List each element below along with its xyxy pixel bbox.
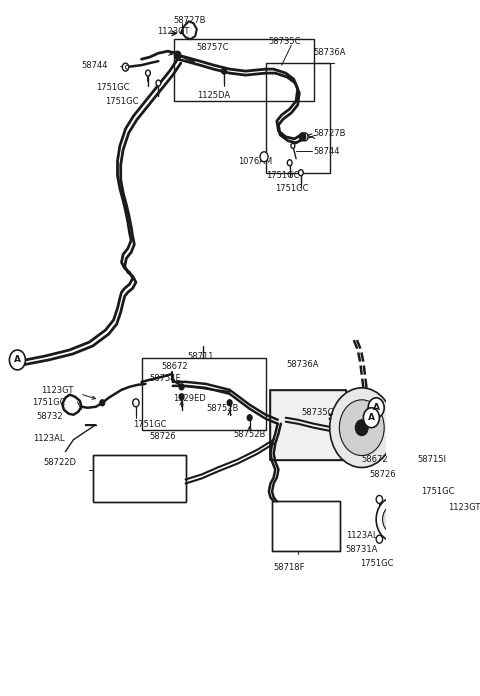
Text: 58718F: 58718F xyxy=(274,563,305,572)
Text: 1751GC: 1751GC xyxy=(360,559,394,568)
Text: 58715I: 58715I xyxy=(418,454,447,464)
Circle shape xyxy=(330,388,394,468)
Circle shape xyxy=(260,152,268,161)
Circle shape xyxy=(403,466,408,473)
Bar xyxy=(174,39,314,101)
Text: 1123GT: 1123GT xyxy=(157,27,190,36)
Text: 1129ED: 1129ED xyxy=(174,394,206,403)
Text: A: A xyxy=(14,356,21,365)
Circle shape xyxy=(174,52,181,59)
Text: 1751GC: 1751GC xyxy=(96,83,130,92)
Text: 58735C: 58735C xyxy=(269,38,301,46)
Circle shape xyxy=(122,63,129,71)
Circle shape xyxy=(133,399,139,406)
Text: 1123GT: 1123GT xyxy=(448,503,480,512)
Circle shape xyxy=(368,398,384,418)
Text: 1751GC: 1751GC xyxy=(32,398,65,406)
Bar xyxy=(272,501,340,551)
Text: 58726: 58726 xyxy=(370,470,396,479)
Circle shape xyxy=(383,505,405,533)
Circle shape xyxy=(299,170,303,175)
Circle shape xyxy=(300,133,306,141)
Bar xyxy=(265,63,330,173)
Text: 1123AL: 1123AL xyxy=(346,531,377,540)
Bar xyxy=(94,454,186,503)
Circle shape xyxy=(156,80,161,86)
Circle shape xyxy=(407,535,413,543)
Circle shape xyxy=(227,400,232,406)
Circle shape xyxy=(376,496,383,503)
Text: 1751GC: 1751GC xyxy=(106,97,139,106)
Circle shape xyxy=(222,68,227,74)
Circle shape xyxy=(145,70,150,76)
Text: 58731A: 58731A xyxy=(346,545,378,554)
Text: 58736A: 58736A xyxy=(287,360,319,369)
Circle shape xyxy=(100,400,105,406)
Text: 58672: 58672 xyxy=(162,362,188,371)
Text: 58722D: 58722D xyxy=(43,457,76,466)
Bar xyxy=(272,501,340,551)
Circle shape xyxy=(291,143,295,148)
Bar xyxy=(94,454,186,503)
Text: 58752B: 58752B xyxy=(206,404,239,413)
Circle shape xyxy=(288,160,292,166)
Text: 58711: 58711 xyxy=(187,352,214,361)
Text: 1751GC: 1751GC xyxy=(421,487,455,496)
Text: 1076AM: 1076AM xyxy=(238,157,272,166)
Circle shape xyxy=(407,496,413,503)
Circle shape xyxy=(125,65,129,69)
Circle shape xyxy=(376,498,411,541)
Text: 58736A: 58736A xyxy=(314,48,346,57)
Circle shape xyxy=(355,420,368,436)
Circle shape xyxy=(339,400,384,456)
Text: 1125DA: 1125DA xyxy=(197,91,230,100)
Circle shape xyxy=(179,384,184,390)
Circle shape xyxy=(391,515,397,523)
Text: 1751GC: 1751GC xyxy=(275,184,309,193)
Text: 58727B: 58727B xyxy=(174,16,206,25)
Text: 58726: 58726 xyxy=(150,432,176,441)
Circle shape xyxy=(247,415,252,420)
Text: 58752B: 58752B xyxy=(234,429,266,438)
Bar xyxy=(394,450,435,464)
Text: 58754E: 58754E xyxy=(150,374,181,383)
Circle shape xyxy=(179,394,184,400)
Bar xyxy=(142,358,265,429)
Text: 1751GC: 1751GC xyxy=(265,171,299,180)
Text: 1751GC: 1751GC xyxy=(133,420,167,429)
Text: A: A xyxy=(372,403,380,412)
Text: 58735C: 58735C xyxy=(302,408,334,417)
Text: 58744: 58744 xyxy=(314,147,340,156)
Bar xyxy=(270,390,346,459)
Circle shape xyxy=(363,408,379,427)
Text: 58727B: 58727B xyxy=(314,129,346,138)
Text: 1123GT: 1123GT xyxy=(41,386,74,395)
Text: 58732: 58732 xyxy=(36,412,63,421)
Bar xyxy=(270,390,346,459)
Circle shape xyxy=(376,535,383,543)
Text: 58672: 58672 xyxy=(362,454,388,464)
Text: 58744: 58744 xyxy=(82,61,108,70)
Circle shape xyxy=(302,133,308,141)
Text: 58757C: 58757C xyxy=(196,43,228,52)
Circle shape xyxy=(10,350,25,370)
Text: 1123AL: 1123AL xyxy=(34,434,65,443)
Text: A: A xyxy=(368,413,375,422)
